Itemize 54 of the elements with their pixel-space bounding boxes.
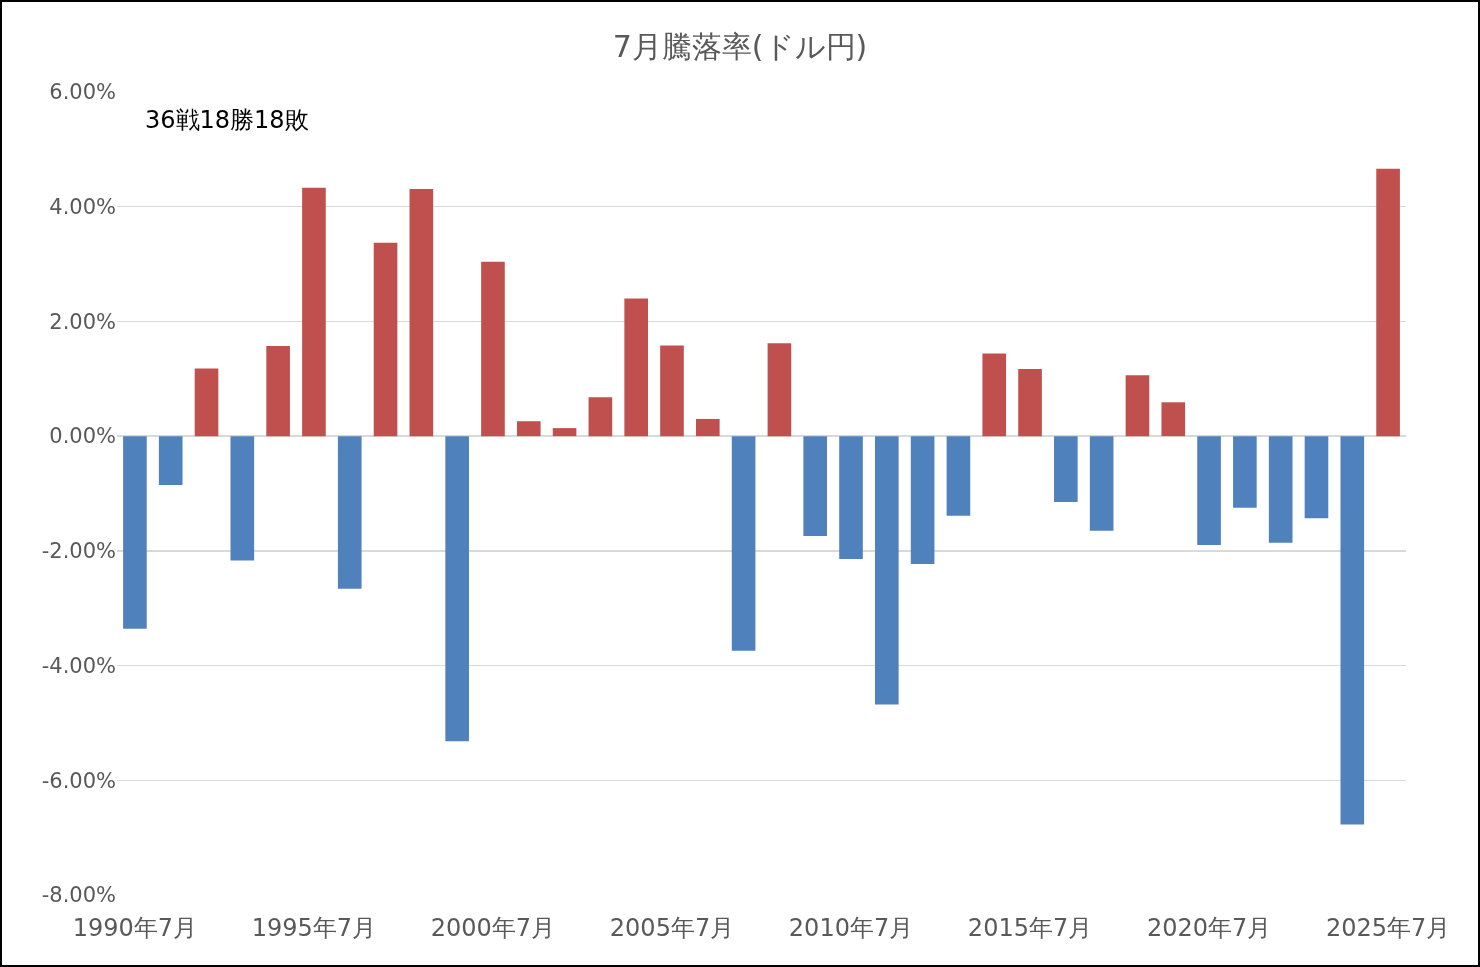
bar [409,188,434,437]
bar [1233,436,1257,508]
bar [588,397,613,437]
bar [875,436,899,705]
bar [1054,436,1078,503]
bar [624,298,648,437]
y-tick-label: -8.00% [41,883,116,908]
chart-title: 7月騰落率(ドル円) [612,28,868,64]
bar [230,436,255,561]
bar [123,436,147,629]
bar [1018,369,1042,437]
x-tick-label: 2005年7月 [609,914,735,942]
y-tick-label: 0.00% [49,424,116,449]
y-tick-label: 6.00% [49,80,116,105]
y-tick-label: -4.00% [41,653,116,678]
y-tick-label: -6.00% [41,768,116,793]
x-tick-label: 2020年7月 [1146,914,1272,942]
bar [946,436,971,516]
bar [1376,168,1400,437]
x-tick-label: 1995年7月 [251,914,377,942]
bar [1089,436,1114,531]
bar [373,242,398,437]
y-tick-label: 2.00% [49,309,116,334]
bar [1197,436,1221,546]
y-tick-label: -2.00% [41,539,116,564]
bar [552,428,577,437]
bar [731,436,756,651]
x-tick-label: 2010年7月 [788,914,914,942]
bar [910,436,935,565]
bar [1125,375,1150,437]
bar [982,353,1007,437]
x-tick-label: 2015年7月 [967,914,1093,942]
bar [695,418,720,437]
bar [194,368,219,437]
x-tick-label: 2000年7月 [430,914,556,942]
bar [1304,436,1329,519]
bar [516,421,541,437]
bar [767,343,792,437]
bar [302,187,326,437]
bar [1268,436,1293,543]
annotation: 36戦18勝18敗 [145,106,309,134]
bar [1161,402,1186,437]
bar [158,436,183,485]
bar [337,436,362,589]
bar [481,261,505,437]
bar [839,436,863,559]
bar [266,346,290,437]
x-tick-label: 1990年7月 [72,914,198,942]
x-tick-label: 2025年7月 [1325,914,1451,942]
bar [1340,436,1365,825]
bar [803,436,828,536]
y-tick-label: 4.00% [49,195,116,220]
bar [660,345,684,437]
bar [445,436,469,742]
